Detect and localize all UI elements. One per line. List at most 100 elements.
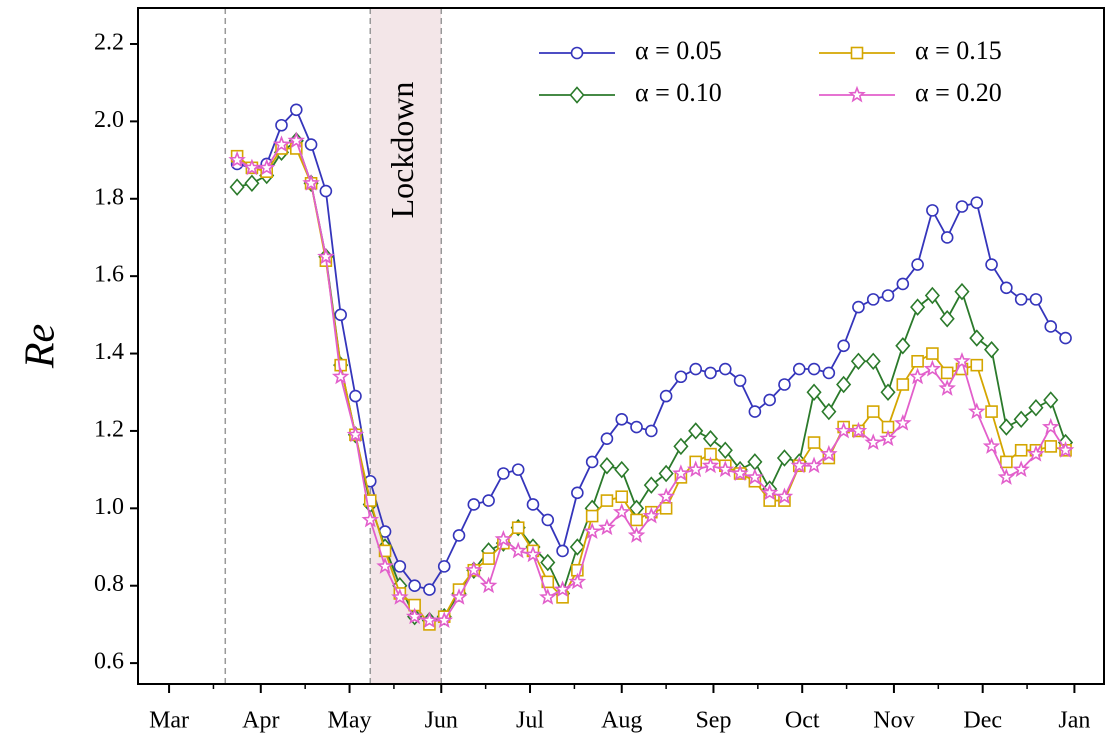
marker xyxy=(1014,293,1028,306)
marker xyxy=(420,611,439,628)
marker xyxy=(317,247,335,265)
marker xyxy=(1013,410,1029,429)
marker xyxy=(881,289,895,302)
marker xyxy=(672,464,690,481)
marker xyxy=(1044,320,1058,333)
marker xyxy=(599,457,615,475)
marker xyxy=(287,131,306,149)
marker xyxy=(437,560,451,573)
x-tick-label: Aug xyxy=(601,708,642,734)
marker xyxy=(450,588,468,605)
marker xyxy=(821,402,837,421)
marker xyxy=(717,441,733,460)
marker xyxy=(615,413,629,426)
y-tick-label: 0.8 xyxy=(94,571,124,597)
marker xyxy=(643,476,659,494)
marker xyxy=(866,405,880,418)
marker xyxy=(985,405,998,418)
marker xyxy=(792,362,806,376)
marker xyxy=(1012,460,1030,478)
marker xyxy=(820,444,838,462)
marker xyxy=(822,366,836,380)
marker xyxy=(940,231,954,244)
x-tick-label: Dec xyxy=(963,708,1002,734)
x-tick-label: Sep xyxy=(695,708,731,734)
marker xyxy=(1029,293,1043,306)
marker xyxy=(497,467,510,480)
marker xyxy=(598,518,616,536)
marker xyxy=(511,521,525,534)
marker xyxy=(911,354,924,368)
marker xyxy=(275,118,288,132)
marker xyxy=(658,464,674,483)
marker xyxy=(408,579,421,593)
legend-marker xyxy=(848,85,866,103)
marker xyxy=(718,362,732,376)
marker xyxy=(302,174,320,191)
marker xyxy=(731,464,749,481)
marker xyxy=(376,557,394,574)
y-tick-label: 1.8 xyxy=(94,184,124,210)
x-tick-label: May xyxy=(328,708,372,734)
marker xyxy=(790,456,809,474)
marker xyxy=(659,389,673,403)
marker xyxy=(689,362,703,376)
marker xyxy=(319,184,333,198)
marker xyxy=(482,552,495,565)
marker xyxy=(864,433,882,451)
marker xyxy=(954,282,970,301)
marker xyxy=(704,366,717,380)
marker xyxy=(452,529,466,542)
marker xyxy=(896,277,910,291)
marker xyxy=(630,513,643,527)
marker xyxy=(748,405,762,418)
marker xyxy=(953,352,971,369)
marker xyxy=(614,460,630,479)
marker xyxy=(243,158,261,176)
marker xyxy=(926,347,939,360)
marker xyxy=(556,544,569,558)
marker xyxy=(1044,440,1058,453)
marker xyxy=(553,580,572,598)
x-tick-label: Mar xyxy=(149,708,189,734)
y-tick-label: 1.4 xyxy=(94,339,124,365)
marker xyxy=(1059,331,1072,345)
marker xyxy=(571,486,584,500)
legend-label: α = 0.10 xyxy=(635,78,722,107)
marker xyxy=(482,494,495,507)
plot-frame xyxy=(137,7,1105,685)
marker xyxy=(568,572,587,590)
marker xyxy=(985,258,998,271)
marker xyxy=(955,200,969,213)
marker xyxy=(834,421,853,439)
marker xyxy=(630,420,643,434)
y-tick-label: 2.2 xyxy=(94,29,124,55)
marker xyxy=(600,432,614,445)
marker xyxy=(806,383,822,401)
marker xyxy=(1014,443,1028,457)
marker xyxy=(331,367,350,385)
marker xyxy=(805,456,823,474)
marker xyxy=(938,379,956,396)
marker xyxy=(349,389,362,403)
x-tick-label: Jun xyxy=(425,708,458,734)
marker xyxy=(686,460,705,478)
marker xyxy=(850,352,866,371)
marker xyxy=(612,502,631,520)
marker xyxy=(879,429,897,447)
marker xyxy=(526,498,540,511)
marker xyxy=(926,204,939,217)
marker xyxy=(982,437,1001,454)
marker xyxy=(494,530,513,547)
marker xyxy=(911,258,924,271)
y-tick-label: 1.0 xyxy=(94,494,124,520)
marker xyxy=(257,158,276,176)
marker xyxy=(807,362,821,376)
marker xyxy=(896,378,910,391)
marker xyxy=(304,138,318,151)
marker xyxy=(775,487,794,505)
marker xyxy=(467,498,481,511)
marker xyxy=(968,402,986,420)
marker xyxy=(657,487,675,505)
